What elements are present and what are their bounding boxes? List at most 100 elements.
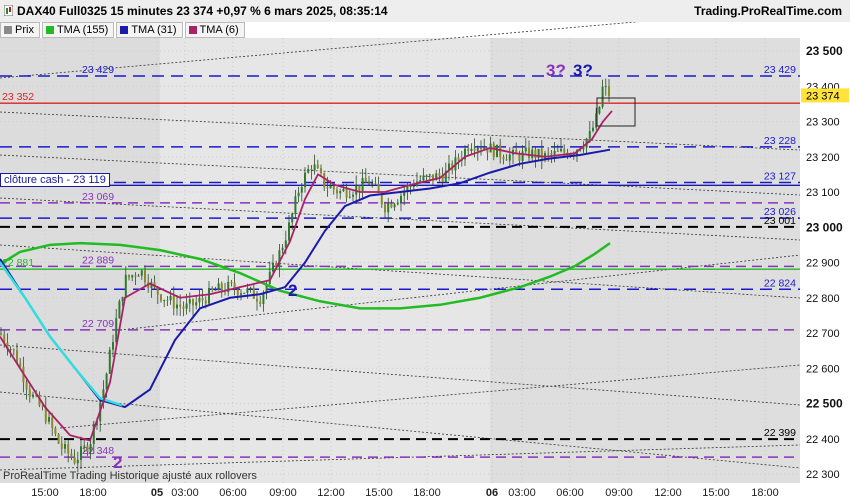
candle-body (348, 196, 351, 198)
candle-body (419, 180, 422, 182)
legend-item-prix[interactable]: Prix (0, 22, 40, 38)
x-tick-label: 15:00 (31, 487, 59, 499)
tma155-swatch-icon (45, 26, 54, 34)
x-tick-label: 09:00 (605, 487, 633, 499)
level-label: 23 127 (764, 170, 796, 182)
candle-body (128, 274, 130, 278)
candle-body (166, 299, 169, 301)
candle-body (102, 389, 105, 403)
candle-body (208, 288, 210, 304)
candle-body (358, 185, 361, 192)
candle-body (540, 148, 543, 159)
y-tick-label: 22 300 (806, 469, 840, 481)
candle-body (448, 163, 450, 171)
trend-line (0, 111, 801, 151)
level-label: 23 069 (82, 191, 114, 203)
candle-body (160, 294, 162, 301)
x-tick-label: 15:00 (365, 487, 393, 499)
candle-body (176, 304, 178, 309)
wave-annotation: 3? (573, 61, 593, 80)
candle-body (70, 453, 73, 458)
candle-body (432, 174, 434, 181)
candle-body (217, 283, 220, 291)
candle-body (588, 130, 591, 139)
candle-body (240, 293, 242, 295)
candle-body (32, 394, 34, 397)
candle-body (438, 173, 441, 176)
chart-menu-icon[interactable] (4, 5, 13, 16)
candle-body (182, 306, 185, 309)
candle-body (0, 333, 2, 335)
candle-body (118, 301, 121, 319)
candle-body (601, 86, 604, 107)
candle-body (444, 170, 447, 182)
cash-close-label: clôture cash - 23 119 (0, 173, 110, 187)
candle-body (179, 304, 182, 307)
legend-label: TMA (155) (56, 24, 109, 36)
candle-body (25, 382, 28, 390)
candle-body (272, 262, 274, 272)
candle-body (105, 373, 108, 390)
footer-note: ProRealTime Trading Historique ajusté au… (3, 470, 257, 482)
price-zoom-box (596, 97, 636, 127)
candle-body (156, 287, 159, 295)
candle-body (73, 457, 76, 464)
candle-body (249, 287, 252, 289)
x-tick-label: 06 (486, 487, 498, 499)
level-label: 23 352 (2, 91, 34, 103)
candle-body (281, 247, 284, 251)
candle-body (361, 177, 364, 192)
y-tick-label: 22 500 (806, 397, 843, 411)
y-tick-label: 22 700 (806, 328, 840, 340)
candle-body (406, 186, 409, 193)
candle-body (364, 177, 367, 183)
day-session-zone (160, 38, 490, 483)
candle-body (227, 281, 230, 293)
candle-body (172, 295, 175, 309)
y-tick-label: 23 200 (806, 152, 840, 164)
candle-body (297, 192, 300, 197)
candle-body (92, 423, 95, 444)
candle-body (531, 149, 534, 159)
candle-body (313, 164, 316, 170)
candle-body (121, 297, 124, 302)
candle-body (67, 444, 70, 454)
candle-body (560, 148, 562, 152)
site-name[interactable]: Trading.ProRealTime.com (694, 4, 842, 18)
candle-body (278, 250, 281, 268)
candle-body (64, 444, 66, 449)
legend-item-tma-6[interactable]: TMA (6) (184, 22, 245, 38)
candle-body (16, 350, 18, 364)
candle-body (268, 271, 271, 284)
candle-body (550, 153, 553, 155)
legend-item-tma-155[interactable]: TMA (155) (41, 22, 115, 38)
level-label: 23 429 (764, 64, 796, 76)
candle-body (339, 190, 342, 194)
candle-body (195, 302, 198, 306)
candle-body (412, 186, 415, 188)
level-label: 22 709 (82, 318, 114, 330)
candle-body (259, 301, 262, 304)
level-label: 22 824 (764, 277, 796, 289)
candle-body (220, 283, 223, 291)
candle-body (457, 157, 460, 161)
last-price-tag (801, 88, 849, 103)
candle-body (108, 349, 111, 374)
candle-body (80, 446, 82, 460)
candle-body (400, 195, 402, 203)
candle-body (284, 240, 287, 248)
last-price-label: 23 374 (806, 90, 840, 102)
tma-6-line (0, 110, 613, 442)
candle-body (345, 188, 348, 198)
candle-body (291, 213, 294, 223)
candle-body (547, 153, 550, 155)
wave-annotation: 2 (288, 281, 297, 300)
candle-body (214, 290, 217, 292)
candle-body (44, 406, 47, 422)
candle-body (409, 186, 412, 188)
candle-body (467, 148, 470, 152)
candle-body (192, 299, 194, 306)
legend-item-tma-31[interactable]: TMA (31) (116, 22, 183, 38)
candle-body (201, 298, 204, 301)
